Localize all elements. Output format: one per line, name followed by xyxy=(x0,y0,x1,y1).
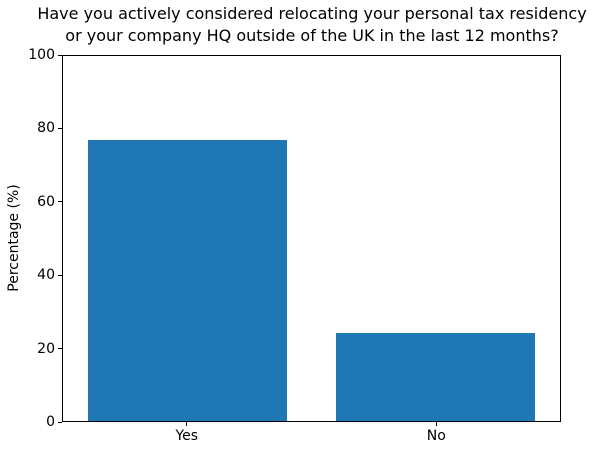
chart-title: Have you actively considered relocating … xyxy=(18,3,606,47)
y-tick-label: 100 xyxy=(28,47,55,63)
bar-yes xyxy=(87,139,287,421)
x-tick-mark xyxy=(435,422,437,426)
y-tick-mark xyxy=(58,201,62,203)
chart-title-line-1: Have you actively considered relocating … xyxy=(37,4,587,23)
x-tick-mark xyxy=(186,422,188,426)
y-tick-label: 40 xyxy=(37,267,55,284)
y-tick-mark xyxy=(58,127,62,129)
plot-area xyxy=(62,55,561,422)
y-tick-label: 0 xyxy=(46,414,55,430)
y-tick-mark xyxy=(58,348,62,350)
bar-no xyxy=(336,333,536,421)
x-tick-label-yes: Yes xyxy=(175,428,199,444)
y-tick-label: 20 xyxy=(37,340,55,357)
y-tick-mark xyxy=(58,274,62,276)
y-tick-mark xyxy=(58,54,62,56)
x-tick-label-no: No xyxy=(426,428,446,444)
y-tick-label: 80 xyxy=(37,120,55,137)
y-tick-label: 60 xyxy=(37,193,55,210)
y-tick-mark xyxy=(58,421,62,423)
chart-title-line-2: or your company HQ outside of the UK in … xyxy=(65,26,559,45)
